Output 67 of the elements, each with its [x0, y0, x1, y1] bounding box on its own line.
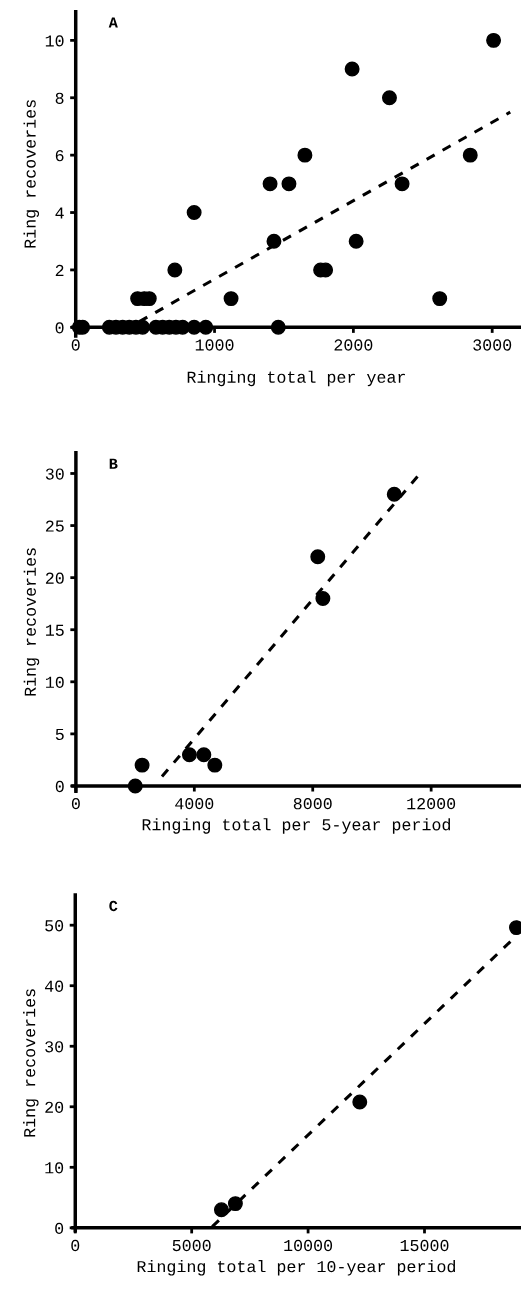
y-tick-label: 40 [44, 980, 64, 992]
point [281, 176, 297, 192]
point [486, 32, 502, 48]
point [186, 205, 202, 220]
y-tick-label: 5 [55, 728, 64, 741]
y-tick-label: 30 [45, 468, 64, 480]
x-tick-label: 5000 [172, 1239, 211, 1252]
point [262, 176, 278, 192]
y-tick-label: 15 [45, 624, 64, 636]
y-tick-label: 25 [45, 520, 64, 532]
chart-title: B [109, 458, 118, 469]
point [127, 778, 143, 794]
y-tick-label: 0 [55, 322, 64, 334]
point [386, 486, 402, 502]
x-tick-label: 0 [71, 339, 80, 351]
point [134, 757, 150, 773]
x-tick-label: 15000 [400, 1239, 449, 1252]
y-axis-title: Ring recoveries [23, 989, 39, 1137]
point [266, 233, 282, 249]
point [207, 757, 223, 773]
point [198, 319, 214, 335]
y-tick-label: 20 [45, 1101, 64, 1113]
point [167, 262, 183, 278]
point [344, 61, 360, 77]
point [352, 1094, 368, 1110]
y-tick-label: 10 [45, 35, 64, 47]
y-tick-label: 10 [45, 1162, 64, 1174]
x-tick-label: 0 [71, 798, 80, 810]
y-axis-title: Ring recoveries [23, 548, 40, 696]
x-axis-title: Ringing total per 5-year period [142, 818, 450, 834]
x-axis-title: Ringing total per 10-year period [137, 1260, 455, 1276]
point [223, 291, 239, 307]
y-tick-label: 10 [45, 676, 64, 689]
x-tick-label: 12000 [407, 798, 456, 810]
chart-title: C [109, 900, 118, 912]
y-tick-label: 2 [55, 264, 64, 276]
y-tick-label: 30 [45, 1041, 64, 1053]
point [227, 1196, 243, 1212]
y-tick-label: 0 [55, 1222, 64, 1235]
x-tick-label: 8000 [293, 798, 332, 810]
point [297, 147, 313, 163]
point [432, 291, 448, 307]
y-axis-title: Ring recoveries [23, 100, 40, 248]
x-tick-label: 4000 [175, 798, 214, 810]
chart-title: A [108, 17, 118, 28]
y-tick-label: 4 [55, 207, 64, 219]
point [310, 549, 326, 565]
point [196, 747, 212, 763]
point [394, 176, 410, 192]
point [348, 233, 364, 249]
y-tick-label: 0 [55, 780, 64, 793]
point [270, 319, 286, 335]
x-tick-label: 1000 [195, 339, 234, 351]
y-tick-label: 6 [55, 150, 64, 162]
point [315, 591, 331, 606]
point [462, 147, 478, 163]
x-tick-label: 2000 [334, 339, 373, 351]
point [213, 1202, 229, 1218]
x-tick-label: 10000 [284, 1239, 333, 1252]
y-tick-label: 8 [55, 92, 64, 104]
x-tick-label: 0 [71, 1239, 80, 1252]
point [381, 90, 397, 106]
x-axis-title: Ringing total per year [187, 370, 405, 387]
point [181, 747, 197, 763]
y-tick-label: 20 [45, 572, 64, 584]
x-tick-label: 3000 [473, 339, 512, 351]
y-tick-label: 50 [45, 920, 64, 932]
